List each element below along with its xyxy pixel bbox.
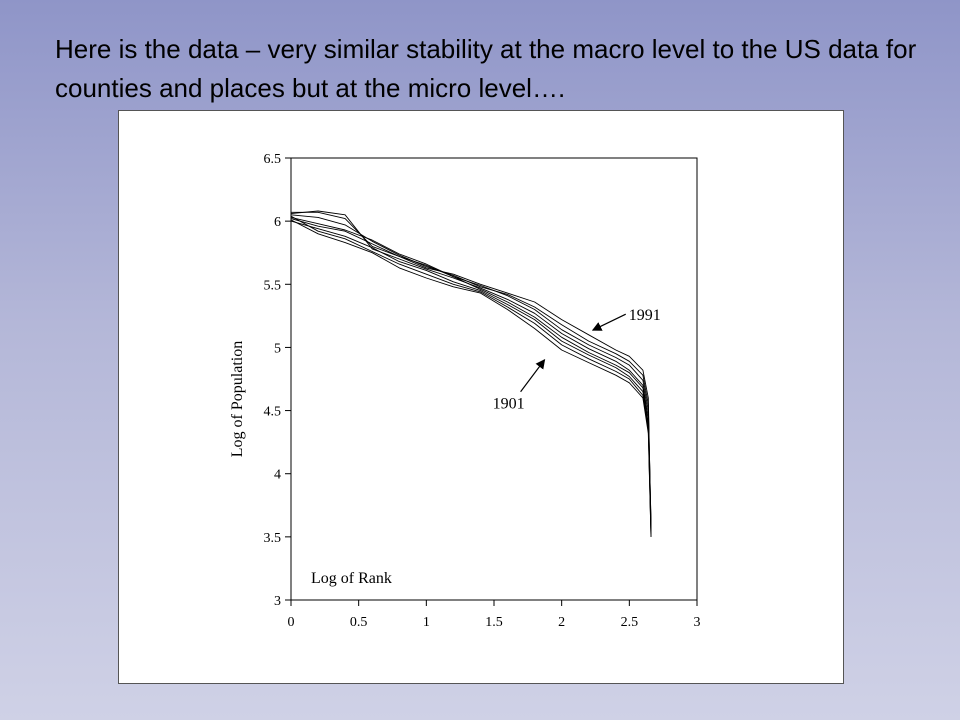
y-tick-label: 4	[274, 468, 281, 483]
annotation-label: 1901	[493, 396, 525, 413]
series-line-5	[290, 218, 652, 531]
chart-annotations: 1991 1901	[493, 307, 661, 413]
plot-area-frame	[290, 157, 698, 601]
series-line-3	[290, 216, 652, 522]
y-tick-label: 3.5	[264, 531, 282, 546]
x-tick-label: 1.5	[485, 615, 503, 630]
y-tick-label: 6.5	[264, 152, 282, 167]
chart-series	[290, 210, 652, 537]
annotation-label: 1991	[629, 307, 661, 324]
series-line-8	[290, 219, 652, 537]
y-tick-label: 3	[274, 594, 281, 609]
x-tick-label: 3	[694, 615, 701, 630]
x-tick-label: 2	[558, 615, 565, 630]
x-tick-label: 2.5	[621, 615, 639, 630]
y-tick-label: 6	[274, 215, 281, 230]
x-tick-label: 0.5	[350, 615, 368, 630]
y-tick-label: 4.5	[264, 405, 282, 420]
series-line-2	[290, 214, 652, 525]
chart-axes: 3 3.5 4 4.5 5 5.5 6 6.5 0 0.5 1 1.5 2 2.5 3	[264, 152, 701, 630]
series-line-6	[290, 220, 652, 535]
rank-size-chart: 3 3.5 4 4.5 5 5.5 6 6.5 0 0.5 1 1.5 2 2.5 3 1991 1901 L…	[229, 152, 701, 630]
annotation-arrow	[591, 313, 626, 331]
y-tick-label: 5	[274, 341, 281, 356]
series-line-1	[291, 211, 652, 531]
y-tick-label: 5.5	[264, 278, 282, 293]
chart-panel: 3 3.5 4 4.5 5 5.5 6 6.5 0 0.5 1 1.5 2 2.5 3 1991 1901 L…	[118, 110, 844, 684]
series-line-7	[290, 215, 652, 537]
slide-title: Here is the data – very similar stabilit…	[55, 34, 917, 103]
y-axis-label: Log of Population	[229, 341, 246, 457]
annotation-arrow	[520, 358, 546, 393]
x-tick-label: 1	[423, 615, 430, 630]
x-tick-label: 0	[288, 615, 295, 630]
x-axis-label: Log of Rank	[311, 570, 392, 587]
series-line-4	[290, 210, 652, 527]
